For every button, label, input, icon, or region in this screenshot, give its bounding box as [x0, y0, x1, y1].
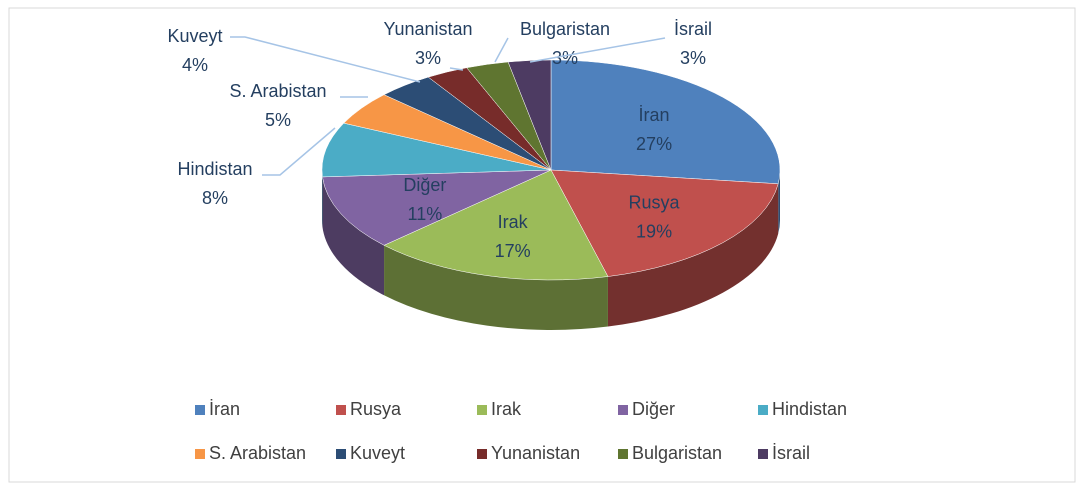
- pie-slice-side: [778, 170, 780, 234]
- legend-label: Hindistan: [772, 399, 847, 419]
- legend-swatch: [477, 405, 487, 415]
- data-label-name: Yunanistan: [383, 19, 472, 39]
- legend-swatch: [336, 405, 346, 415]
- pie-slice: [507, 59, 552, 171]
- legend-label: Rusya: [350, 399, 402, 419]
- data-label: 3%: [680, 48, 706, 68]
- legend-swatch: [477, 449, 487, 459]
- pie-slice-side: [322, 176, 385, 296]
- pie-slice: [322, 169, 552, 246]
- data-label: 19%: [636, 221, 672, 241]
- data-label-name: Kuveyt: [167, 26, 222, 46]
- legend-swatch: [758, 449, 768, 459]
- data-label: 27%: [636, 134, 672, 154]
- data-label: 17%: [495, 241, 531, 261]
- legend-swatch: [195, 405, 205, 415]
- legend-swatch: [336, 449, 346, 459]
- data-label-name: Rusya: [629, 192, 681, 212]
- data-label: 3%: [552, 48, 578, 68]
- leader-line: [230, 36, 421, 83]
- legend-swatch: [195, 449, 205, 459]
- leader-line: [529, 37, 666, 63]
- legend-label: Diğer: [632, 399, 675, 419]
- data-label: 3%: [415, 48, 441, 68]
- pie-slice: [550, 169, 779, 277]
- data-label-name: Hindistan: [177, 159, 252, 179]
- legend-swatch: [618, 405, 628, 415]
- data-label-name: Bulgaristan: [520, 19, 610, 39]
- pie-slice-side: [607, 183, 779, 327]
- leader-line: [494, 37, 509, 63]
- leader-line: [262, 127, 336, 176]
- legend-swatch: [758, 405, 768, 415]
- legend-label: İsrail: [772, 443, 810, 463]
- legend-label: Bulgaristan: [632, 443, 722, 463]
- legend-swatch: [618, 449, 628, 459]
- pie-slice: [383, 169, 609, 281]
- data-label-name: İsrail: [674, 19, 712, 39]
- data-label-name: Diğer: [403, 175, 446, 195]
- data-label-name: İran: [639, 105, 670, 125]
- legend-label: Kuveyt: [350, 443, 405, 463]
- legend-label: İran: [209, 399, 240, 419]
- data-label-name: Irak: [498, 212, 529, 232]
- data-label: 8%: [202, 188, 228, 208]
- legend-label: Yunanistan: [491, 443, 580, 463]
- data-label: 5%: [265, 110, 291, 130]
- data-label: 4%: [182, 55, 208, 75]
- pie-slice: [550, 59, 781, 185]
- data-label-name: S. Arabistan: [229, 81, 326, 101]
- legend-label: Irak: [491, 399, 522, 419]
- pie-slice: [321, 122, 552, 178]
- legend-label: S. Arabistan: [209, 443, 306, 463]
- leader-line: [449, 67, 464, 71]
- data-label: 11%: [408, 204, 443, 224]
